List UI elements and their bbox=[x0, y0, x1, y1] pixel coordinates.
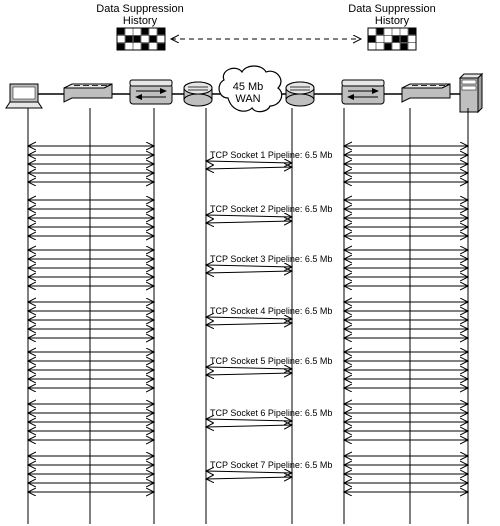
router-left-icon bbox=[184, 82, 212, 106]
waas-right-icon bbox=[342, 80, 384, 104]
socket-label: TCP Socket 3 Pipeline: 6.5 Mb bbox=[210, 254, 332, 264]
wan-cloud-icon: 45 MbWAN bbox=[219, 66, 282, 112]
socket-group: TCP Socket 2 Pipeline: 6.5 Mb bbox=[28, 200, 468, 236]
history-box bbox=[117, 28, 165, 50]
socket-group: TCP Socket 4 Pipeline: 6.5 Mb bbox=[28, 302, 468, 338]
svg-text:WAN: WAN bbox=[235, 93, 260, 105]
socket-label: TCP Socket 7 Pipeline: 6.5 Mb bbox=[210, 460, 332, 470]
svg-text:History: History bbox=[375, 15, 410, 27]
waas-left-icon bbox=[130, 80, 172, 104]
socket-group: TCP Socket 5 Pipeline: 6.5 Mb bbox=[28, 352, 468, 388]
router-right-icon bbox=[286, 82, 314, 106]
socket-group: TCP Socket 7 Pipeline: 6.5 Mb bbox=[28, 456, 468, 492]
socket-group: TCP Socket 1 Pipeline: 6.5 Mb bbox=[28, 146, 468, 182]
laptop-icon bbox=[6, 84, 42, 108]
switch-right-icon bbox=[402, 84, 450, 102]
server-icon bbox=[460, 74, 482, 112]
socket-group: TCP Socket 3 Pipeline: 6.5 Mb bbox=[28, 250, 468, 286]
svg-text:45 Mb: 45 Mb bbox=[233, 81, 264, 93]
svg-text:Data Suppression: Data Suppression bbox=[348, 3, 435, 15]
socket-label: TCP Socket 1 Pipeline: 6.5 Mb bbox=[210, 150, 332, 160]
socket-label: TCP Socket 6 Pipeline: 6.5 Mb bbox=[210, 408, 332, 418]
socket-label: TCP Socket 4 Pipeline: 6.5 Mb bbox=[210, 306, 332, 316]
svg-text:History: History bbox=[123, 15, 158, 27]
switch-left-icon bbox=[64, 84, 112, 102]
socket-label: TCP Socket 2 Pipeline: 6.5 Mb bbox=[210, 204, 332, 214]
socket-label: TCP Socket 5 Pipeline: 6.5 Mb bbox=[210, 356, 332, 366]
history-box bbox=[368, 28, 416, 50]
socket-group: TCP Socket 6 Pipeline: 6.5 Mb bbox=[28, 404, 468, 440]
svg-text:Data Suppression: Data Suppression bbox=[96, 3, 183, 15]
